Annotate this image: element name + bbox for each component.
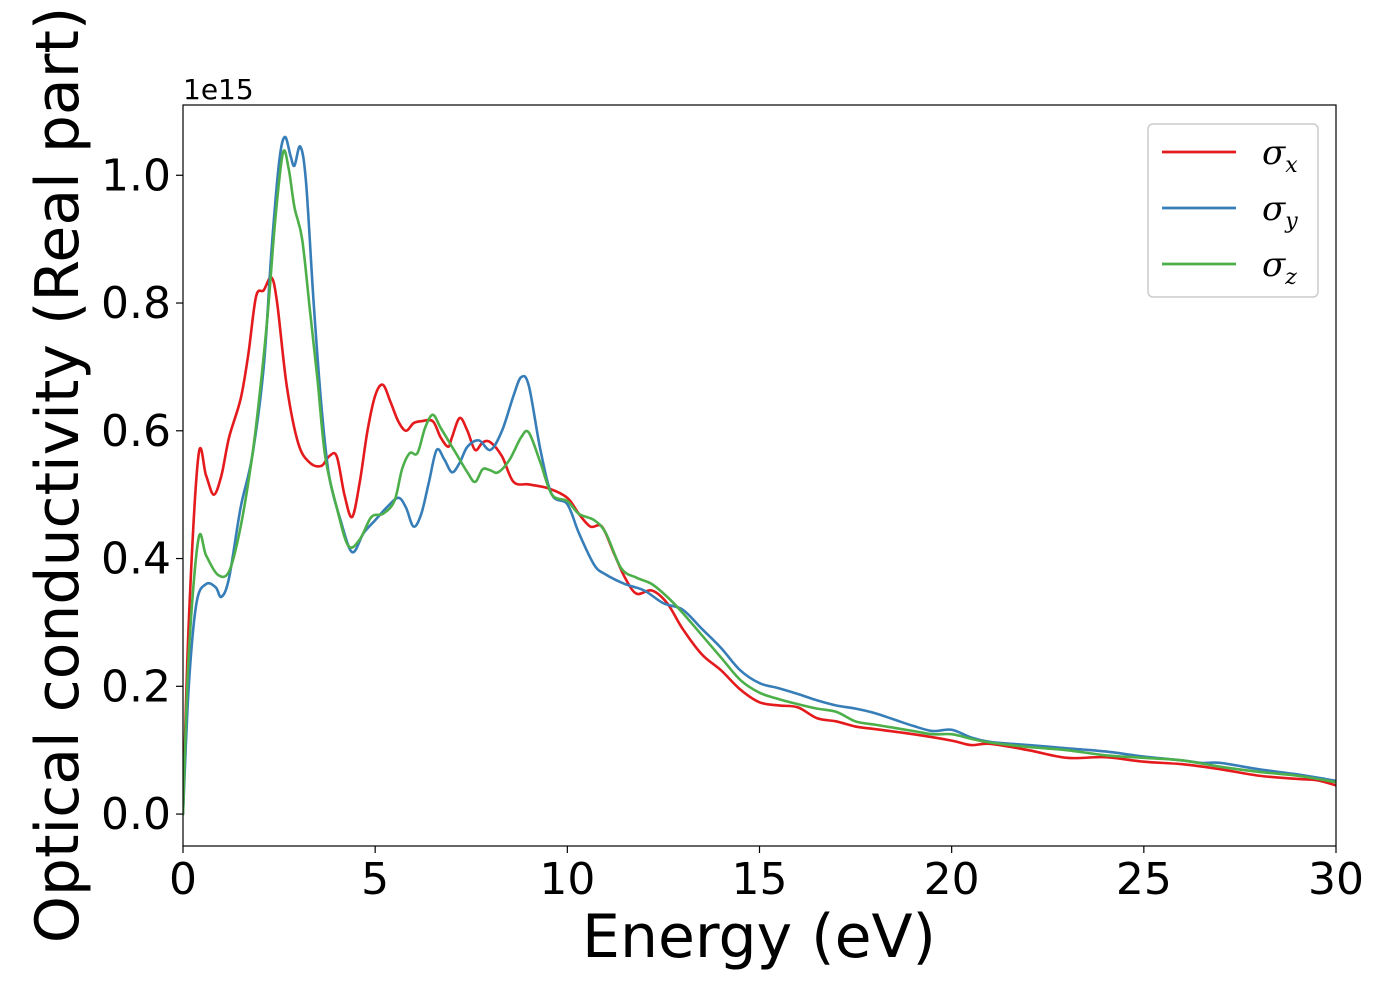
- legend-subscript: x: [1285, 153, 1298, 178]
- legend-symbol: σ: [1262, 245, 1286, 285]
- legend-label-x: σx: [1262, 133, 1298, 178]
- x-tick-label: 10: [539, 854, 595, 905]
- legend-symbol: σ: [1262, 189, 1286, 229]
- y-offset-label: 1e15: [183, 73, 254, 106]
- y-tick-label: 0.6: [101, 406, 171, 457]
- x-tick-label: 25: [1116, 854, 1172, 905]
- legend-box: [1147, 123, 1319, 298]
- series-line-z: [183, 149, 1336, 816]
- x-tick-label: 20: [924, 854, 980, 905]
- x-tick-label: 15: [732, 854, 788, 905]
- y-tick-label: 0.8: [101, 278, 171, 329]
- legend-label-y: σy: [1262, 189, 1298, 234]
- x-axis-title: Energy (eV): [582, 902, 936, 972]
- x-tick-label: 30: [1308, 854, 1364, 905]
- legend-subscript: y: [1284, 209, 1298, 234]
- y-tick-label: 0.0: [101, 789, 171, 840]
- y-tick-label: 1.0: [101, 150, 171, 201]
- legend-label-z: σz: [1262, 245, 1297, 290]
- y-tick-label: 0.2: [101, 661, 171, 712]
- x-tick-label: 0: [169, 854, 197, 905]
- legend-symbol: σ: [1262, 133, 1286, 173]
- series-line-x: [183, 275, 1336, 816]
- y-tick-label: 0.4: [101, 534, 171, 585]
- x-axis-ticks: 0 5 10 15 20 25 30: [169, 846, 1364, 905]
- y-axis-ticks: 0.0 0.2 0.4 0.6 0.8 1.0: [101, 150, 183, 840]
- y-axis-title: Optical conductivity (Real part): [23, 7, 93, 944]
- x-tick-label: 5: [361, 854, 389, 905]
- series-line-y: [183, 135, 1336, 816]
- series-layer: [183, 135, 1336, 816]
- legend-subscript: z: [1284, 265, 1297, 290]
